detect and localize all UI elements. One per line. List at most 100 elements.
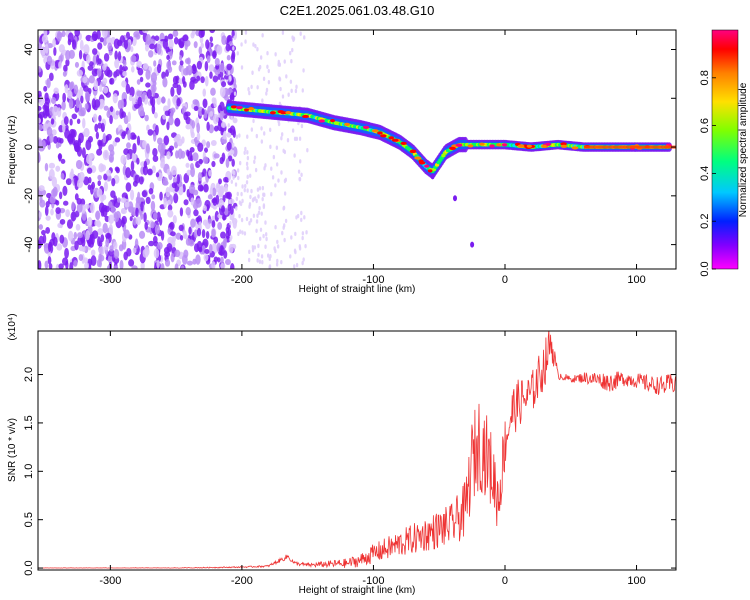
spectrogram-speckle [146, 124, 150, 132]
spectrogram-marks [38, 30, 676, 269]
spectrogram-speckle [275, 162, 279, 167]
spectrogram-speckle [223, 207, 229, 216]
spectrogram-speckle [62, 257, 69, 266]
spectrogram-speckle [123, 115, 129, 125]
spectrogram-speckle [243, 187, 246, 193]
spectrogram-speckle [107, 42, 113, 51]
spectrogram-speckle [243, 150, 246, 155]
spectrogram-speckle [265, 236, 268, 242]
spectrogram-speckle [235, 206, 238, 211]
x-tick-label: -200 [231, 575, 253, 587]
spectrogram-speckle [236, 191, 239, 197]
spectrogram-speckle [246, 174, 249, 180]
spectrogram-speckle [270, 166, 273, 171]
spectrogram-speckle [162, 38, 168, 50]
spectrogram-speckle [230, 92, 235, 103]
spectrogram-speckle [243, 231, 247, 236]
spectrogram-speckle [185, 162, 190, 168]
spectrogram-speckle [223, 176, 229, 183]
colorbar-tick-label: 0.2 [699, 214, 711, 229]
spectrogram-speckle [181, 254, 188, 265]
spectrogram-speckle [58, 61, 62, 69]
spectrogram-speckle [109, 105, 114, 113]
spectrogram-speckle [48, 72, 54, 82]
spectrogram-speckle [238, 213, 241, 219]
spectrogram-speckle [145, 69, 151, 80]
spectrogram-speckle [190, 197, 195, 206]
spectrogram-speckle [97, 228, 104, 236]
spectrogram-speckle [148, 240, 155, 247]
spectrogram-x-ticks: -300 -200 -100 0 100 [99, 30, 646, 286]
spectrogram-speckle [76, 198, 82, 205]
spectrogram-speckle [224, 95, 229, 101]
spectrogram-speckle [73, 84, 79, 95]
spectrogram-speckle [179, 60, 184, 66]
spectrogram-speckle [75, 223, 81, 231]
spectrogram-speckle [280, 132, 284, 137]
spectrogram-speckle [273, 246, 276, 251]
spectrogram-speckle [55, 165, 61, 172]
spectrogram-speckle [87, 135, 94, 143]
spectrogram-speckle [121, 111, 126, 118]
spectrogram-speckle [138, 230, 146, 239]
spectrogram-speckle [79, 39, 84, 51]
spectrogram-speckle [224, 184, 228, 194]
x-tick-label: 100 [627, 575, 645, 587]
spectrogram-speckle [190, 218, 196, 228]
spectrogram-speckle [156, 43, 162, 55]
spectrogram-speckle [276, 239, 279, 245]
spectrogram-speckle [250, 127, 254, 132]
spectrogram-speckle [58, 263, 64, 269]
spectrogram-speckle [297, 169, 301, 174]
spectrogram-speckle [249, 218, 253, 223]
spectrogram-speckle [100, 234, 105, 243]
ridge-hotspot [448, 146, 456, 150]
spectrogram-speckle [131, 66, 135, 73]
spectrogram-speckle [223, 130, 227, 140]
spectrogram-speckle [231, 84, 234, 90]
spectrogram-speckle [293, 248, 297, 253]
spectrogram-speckle [42, 234, 47, 244]
spectrogram-speckle [205, 39, 210, 50]
spectrogram-speckle [300, 123, 304, 129]
spectrogram-speckle [231, 158, 235, 167]
spectrogram-speckle [236, 51, 239, 56]
spectrogram-speckle [212, 187, 217, 197]
spectrogram-speckle [211, 228, 216, 238]
spectrogram-speckle [97, 58, 102, 65]
spectrogram-speckle [260, 211, 263, 216]
spectrogram-speckle [141, 190, 148, 198]
spectrogram-speckle [126, 153, 131, 161]
spectrogram-speckle [214, 58, 220, 66]
spectrogram-speckle [208, 243, 213, 254]
y-tick-label: 1.0 [23, 464, 35, 479]
spectrogram-speckle [181, 76, 186, 85]
spectrogram-speckle [201, 229, 206, 239]
ridge-strong-band [583, 145, 676, 149]
spectrogram-speckle [120, 98, 125, 109]
spectrogram-speckle [262, 76, 266, 82]
spectrogram-speckle [95, 131, 100, 140]
spectrogram-speckle [227, 123, 230, 128]
spectrogram-speckle [66, 219, 74, 229]
spectrogram-speckle [287, 92, 290, 97]
spectrogram-speckle [301, 231, 305, 236]
spectrogram-speckle [259, 55, 263, 60]
spectrogram-speckle [166, 242, 173, 252]
y-tick-label: 20 [23, 92, 35, 104]
spectrogram-speckle [188, 226, 192, 235]
spectrogram-speckle [206, 121, 210, 132]
spectrogram-speckle [185, 65, 189, 76]
spectrogram-speckle [208, 169, 212, 177]
spectrogram-speckle [100, 98, 105, 108]
colorbar-tick-label: 0.4 [699, 166, 711, 181]
spectrogram-speckle [140, 201, 144, 212]
spectrogram-speckle [206, 141, 211, 149]
spectrogram-speckle [97, 42, 103, 50]
spectrogram-speckle [227, 70, 231, 75]
spectrogram-speckle [75, 97, 80, 109]
spectrogram-speckle [171, 182, 177, 189]
spectrogram-speckle [83, 44, 90, 55]
spectrogram-speckle [77, 236, 84, 246]
spectrogram-speckle [87, 217, 93, 227]
